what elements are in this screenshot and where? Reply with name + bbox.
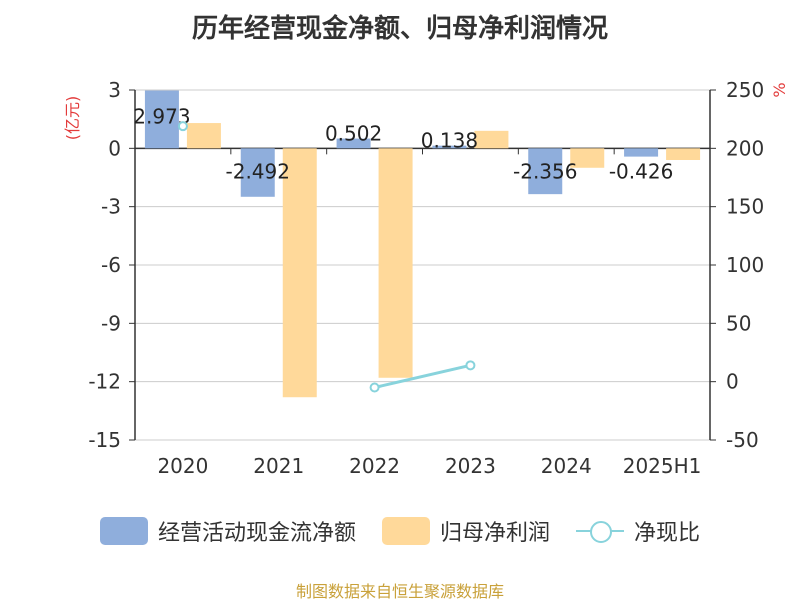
ratio-point [177, 121, 188, 132]
left-tick-label: -15 [88, 428, 121, 452]
left-tick-label: -12 [88, 370, 121, 394]
left-tick-label: -9 [101, 311, 121, 335]
bar-cash [432, 145, 467, 149]
bar-profit [474, 130, 509, 149]
legend-label-cash: 经营活动现金流净额 [157, 521, 356, 546]
data-label-cash: -2.492 [226, 159, 290, 183]
right-tick-label: 150 [726, 195, 764, 219]
legend: 经营活动现金流净额 归母净利润 净现比 [0, 515, 800, 547]
right-tick-label: 200 [726, 136, 764, 160]
legend-swatch-profit [381, 517, 430, 545]
bar-profit [186, 123, 221, 149]
bar-profit [282, 148, 317, 398]
bar-cash [144, 90, 179, 149]
bar-profit [378, 148, 413, 378]
left-tick-label: 3 [108, 78, 121, 102]
ratio-point [465, 360, 476, 371]
ratio-line [374, 363, 471, 389]
legend-label-profit: 归母净利润 [439, 521, 550, 546]
bar-profit [666, 148, 701, 160]
data-label-cash: -2.356 [513, 159, 577, 183]
data-label-cash: 2.973 [133, 105, 190, 129]
legend-item-profit[interactable]: 归母净利润 [381, 515, 550, 547]
bar-cash [528, 148, 563, 195]
bar-cash [624, 148, 659, 157]
x-tick-label: 2025H1 [623, 454, 702, 478]
right-tick-label: 250 [726, 78, 764, 102]
ratio-point [369, 382, 380, 393]
data-label-cash: 0.502 [325, 122, 382, 146]
right-tick-label: -50 [726, 428, 759, 452]
right-axis-title: % [770, 82, 789, 97]
left-tick-label: 0 [108, 136, 121, 160]
data-label-cash: -0.426 [609, 159, 673, 183]
data-label-cash: 0.138 [421, 129, 478, 153]
left-tick-label: -6 [101, 253, 121, 277]
bar-cash [336, 138, 371, 149]
legend-item-ratio[interactable]: 净现比 [576, 515, 700, 547]
right-tick-label: 50 [726, 311, 751, 335]
left-axis-title: (亿元) [63, 96, 82, 141]
legend-swatch-ratio [576, 517, 624, 545]
chart-title: 历年经营现金净额、归母净利润情况 [191, 14, 608, 44]
bar-cash [240, 148, 275, 197]
bar-profit [570, 148, 605, 168]
legend-item-cash[interactable]: 经营活动现金流净额 [99, 515, 356, 547]
x-tick-label: 2020 [157, 454, 208, 478]
x-tick-label: 2023 [445, 454, 496, 478]
source-note: 制图数据来自恒生聚源数据库 [295, 582, 504, 601]
legend-label-ratio: 净现比 [634, 521, 701, 546]
legend-swatch-cash [99, 517, 148, 545]
left-tick-label: -3 [101, 195, 121, 219]
x-tick-label: 2024 [541, 454, 592, 478]
right-tick-label: 100 [726, 253, 764, 277]
x-tick-label: 2021 [253, 454, 304, 478]
right-tick-label: 0 [726, 370, 739, 394]
chart-svg: 3 0 -3 -6 -9 -12 -15 250 200 150 100 50 0 -50 (亿元)% 202… [63, 78, 789, 478]
x-tick-label: 2022 [349, 454, 400, 478]
